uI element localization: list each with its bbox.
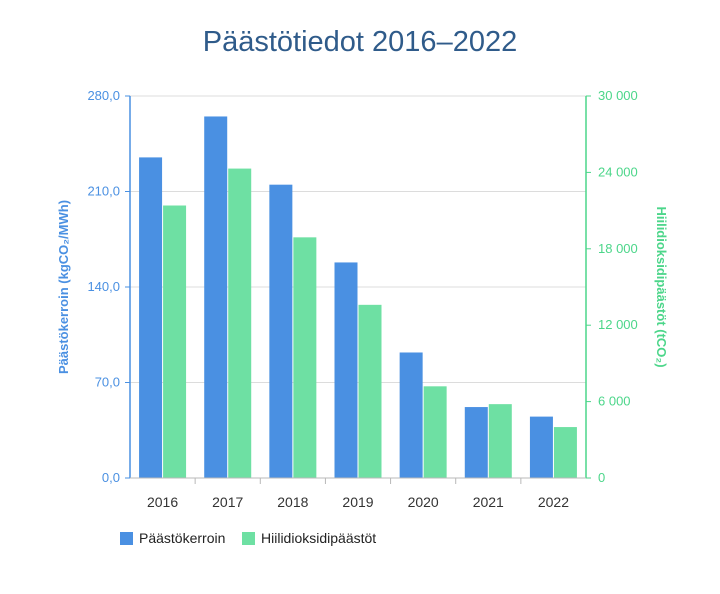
bar-hiilidioksidipaastot-2021 (488, 404, 512, 478)
y-axis-label-left: Päästökerroin (kgCO₂/MWh) (56, 200, 71, 374)
right-axis-ticks: 0 6 000 12 000 18 000 24 000 30 000 (586, 88, 638, 485)
left-tick-label: 70,0 (95, 375, 120, 390)
left-tick-label: 280,0 (87, 88, 120, 103)
legend-swatch-0 (120, 532, 133, 545)
bar-hiilidioksidipaastot-2018 (293, 237, 317, 478)
gridlines (130, 95, 586, 383)
bar-paastokerroin-2019 (334, 262, 358, 478)
bar-paastokerroin-2018 (269, 184, 293, 478)
x-tick-label: 2021 (473, 494, 504, 510)
x-tick-label: 2022 (538, 494, 569, 510)
x-tick-label: 2018 (277, 494, 308, 510)
legend-swatch-1 (242, 532, 255, 545)
bar-hiilidioksidipaastot-2017 (228, 168, 252, 478)
bar-paastokerroin-2020 (399, 352, 423, 478)
x-tick-label: 2020 (408, 494, 439, 510)
right-tick-label: 18 000 (598, 241, 638, 256)
right-tick-label: 6 000 (598, 394, 631, 409)
chart-title: Päästötiedot 2016–2022 (202, 26, 518, 58)
y-axis-label-right: Hiilidioksidipäästöt (tCO₂) (654, 206, 669, 367)
bar-hiilidioksidipaastot-2016 (163, 205, 187, 479)
x-tick-label: 2016 (147, 494, 178, 510)
legend-label-0: Päästökerroin (139, 530, 225, 546)
bar-hiilidioksidipaastot-2019 (358, 304, 382, 478)
legend: Päästökerroin Hiilidioksidipäästöt (120, 530, 376, 546)
right-tick-label: 24 000 (598, 164, 638, 179)
bar-hiilidioksidipaastot-2022 (553, 427, 577, 478)
x-tick-label: 2019 (342, 494, 373, 510)
x-tick-label: 2017 (212, 494, 243, 510)
x-axis-ticks: 2016 2017 2018 2019 2020 2021 2022 (147, 478, 569, 510)
left-tick-label: 210,0 (87, 184, 120, 199)
bar-paastokerroin-2016 (139, 157, 163, 478)
bar-paastokerroin-2017 (204, 116, 228, 478)
right-tick-label: 12 000 (598, 317, 638, 332)
right-tick-label: 0 (598, 470, 605, 485)
legend-label-1: Hiilidioksidipäästöt (261, 530, 376, 546)
left-axis-ticks: 0,0 70,0 140,0 210,0 280,0 (87, 88, 130, 485)
bars (139, 116, 577, 479)
bar-paastokerroin-2021 (464, 407, 488, 478)
bar-hiilidioksidipaastot-2020 (423, 386, 447, 478)
right-tick-label: 30 000 (598, 88, 638, 103)
left-tick-label: 140,0 (87, 279, 120, 294)
left-tick-label: 0,0 (102, 470, 120, 485)
bar-paastokerroin-2022 (529, 416, 553, 478)
